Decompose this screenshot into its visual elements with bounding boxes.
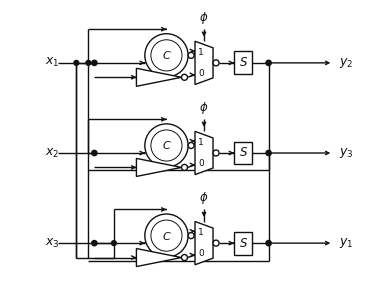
- Text: $\phi$: $\phi$: [199, 100, 209, 116]
- Circle shape: [266, 60, 271, 65]
- Text: $S$: $S$: [238, 56, 248, 69]
- Circle shape: [86, 61, 91, 65]
- Circle shape: [213, 240, 219, 246]
- Polygon shape: [195, 41, 213, 84]
- Polygon shape: [195, 131, 213, 175]
- Text: $S$: $S$: [238, 147, 248, 159]
- Circle shape: [182, 74, 187, 80]
- Circle shape: [92, 150, 97, 156]
- Circle shape: [188, 143, 194, 148]
- Circle shape: [111, 241, 116, 245]
- Polygon shape: [136, 68, 182, 86]
- Text: $\phi$: $\phi$: [199, 10, 209, 26]
- Text: $y_3$: $y_3$: [339, 146, 354, 160]
- Text: $x_2$: $x_2$: [45, 147, 59, 159]
- Text: 1: 1: [198, 228, 204, 237]
- Circle shape: [92, 241, 97, 246]
- Text: 1: 1: [198, 47, 204, 57]
- Polygon shape: [136, 159, 182, 177]
- Circle shape: [213, 60, 219, 66]
- Circle shape: [266, 241, 271, 246]
- Text: $C$: $C$: [162, 49, 171, 62]
- Text: 0: 0: [198, 159, 204, 168]
- Text: $S$: $S$: [238, 237, 248, 250]
- Circle shape: [182, 164, 187, 170]
- Text: 0: 0: [198, 69, 204, 78]
- Circle shape: [188, 233, 194, 239]
- Text: $y_2$: $y_2$: [339, 56, 354, 70]
- Circle shape: [74, 61, 79, 65]
- Circle shape: [92, 60, 97, 65]
- Circle shape: [145, 124, 188, 167]
- Text: $C$: $C$: [162, 140, 171, 151]
- Polygon shape: [195, 222, 213, 265]
- Polygon shape: [136, 248, 182, 267]
- Circle shape: [213, 150, 219, 156]
- Circle shape: [188, 52, 194, 58]
- Bar: [234, 232, 252, 255]
- Circle shape: [145, 214, 188, 257]
- Circle shape: [182, 255, 187, 261]
- Circle shape: [145, 34, 188, 77]
- Text: $C$: $C$: [162, 230, 171, 242]
- Text: 0: 0: [198, 249, 204, 259]
- Text: $y_1$: $y_1$: [339, 236, 354, 250]
- Bar: [234, 51, 252, 74]
- Bar: [234, 142, 252, 164]
- Text: $\phi$: $\phi$: [199, 190, 209, 207]
- Text: $x_3$: $x_3$: [45, 237, 60, 250]
- Text: $x_1$: $x_1$: [45, 56, 59, 69]
- Text: 1: 1: [198, 138, 204, 147]
- Circle shape: [266, 150, 271, 156]
